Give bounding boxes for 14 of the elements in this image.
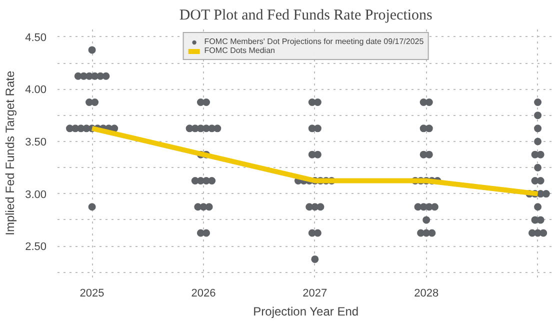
y-tick-label: 3.00 — [25, 188, 47, 201]
x-tick-label: 2027 — [302, 288, 328, 300]
y-tick-label: 4.00 — [25, 84, 47, 96]
x-axis-title: Projection Year End — [253, 304, 359, 318]
y-tick-label: 2.50 — [25, 241, 47, 254]
x-tick-label: 2028 — [414, 288, 439, 300]
chart-title: DOT Plot and Fed Funds Rate Projections — [179, 8, 433, 24]
y-tick-label: 4.50 — [25, 32, 47, 44]
y-tick-label: 3.50 — [25, 136, 47, 148]
legend-label: FOMC Dots Median — [204, 46, 275, 55]
legend-label: FOMC Members' Dot Projections for meeting date 09/17/2025 — [204, 37, 424, 46]
x-tick-label: 2026 — [191, 288, 216, 300]
y-axis-title: Implied Fed Funds Target Rate — [3, 70, 18, 236]
x-tick-label: 2025 — [80, 288, 104, 300]
